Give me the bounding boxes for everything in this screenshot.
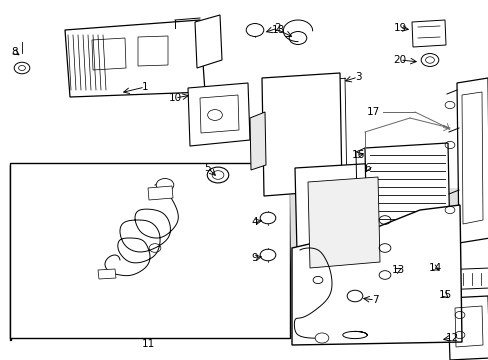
Polygon shape xyxy=(447,296,488,360)
Text: 9: 9 xyxy=(251,253,258,263)
Text: 12: 12 xyxy=(445,333,458,343)
Text: 3: 3 xyxy=(354,72,361,82)
Polygon shape xyxy=(289,188,461,345)
Text: 8: 8 xyxy=(12,47,18,57)
Text: 14: 14 xyxy=(427,263,441,273)
Polygon shape xyxy=(439,268,488,290)
Text: 10: 10 xyxy=(168,93,181,103)
Polygon shape xyxy=(195,15,222,68)
Polygon shape xyxy=(148,186,173,200)
Polygon shape xyxy=(307,177,379,268)
Text: 7: 7 xyxy=(371,295,378,305)
Polygon shape xyxy=(364,143,449,248)
Polygon shape xyxy=(456,78,488,243)
Circle shape xyxy=(260,212,275,224)
Circle shape xyxy=(420,54,438,67)
Text: 20: 20 xyxy=(393,55,406,65)
Polygon shape xyxy=(411,20,445,47)
Text: 15: 15 xyxy=(437,290,451,300)
Circle shape xyxy=(156,179,173,192)
Text: 2: 2 xyxy=(274,23,281,33)
Text: 11: 11 xyxy=(141,339,154,349)
Polygon shape xyxy=(187,83,249,146)
Circle shape xyxy=(19,66,25,71)
Polygon shape xyxy=(98,269,116,279)
Text: 16: 16 xyxy=(351,150,364,160)
Circle shape xyxy=(245,23,263,36)
Text: 5: 5 xyxy=(204,163,211,173)
Text: 4: 4 xyxy=(251,217,258,227)
Text: 18: 18 xyxy=(271,25,284,35)
Circle shape xyxy=(14,62,30,74)
Polygon shape xyxy=(294,162,396,295)
Circle shape xyxy=(288,32,306,45)
Bar xyxy=(10,163,289,338)
Polygon shape xyxy=(65,20,204,97)
Circle shape xyxy=(346,290,362,302)
Polygon shape xyxy=(262,73,341,196)
Polygon shape xyxy=(249,112,265,170)
Text: 1: 1 xyxy=(142,82,148,92)
Text: 6: 6 xyxy=(364,163,370,173)
Text: 13: 13 xyxy=(390,265,404,275)
Circle shape xyxy=(260,249,275,261)
Circle shape xyxy=(314,333,328,343)
Circle shape xyxy=(207,167,228,183)
Text: 19: 19 xyxy=(392,23,406,33)
Polygon shape xyxy=(291,205,461,345)
Bar xyxy=(10,165,11,340)
Text: 17: 17 xyxy=(366,107,379,117)
Polygon shape xyxy=(399,263,431,302)
